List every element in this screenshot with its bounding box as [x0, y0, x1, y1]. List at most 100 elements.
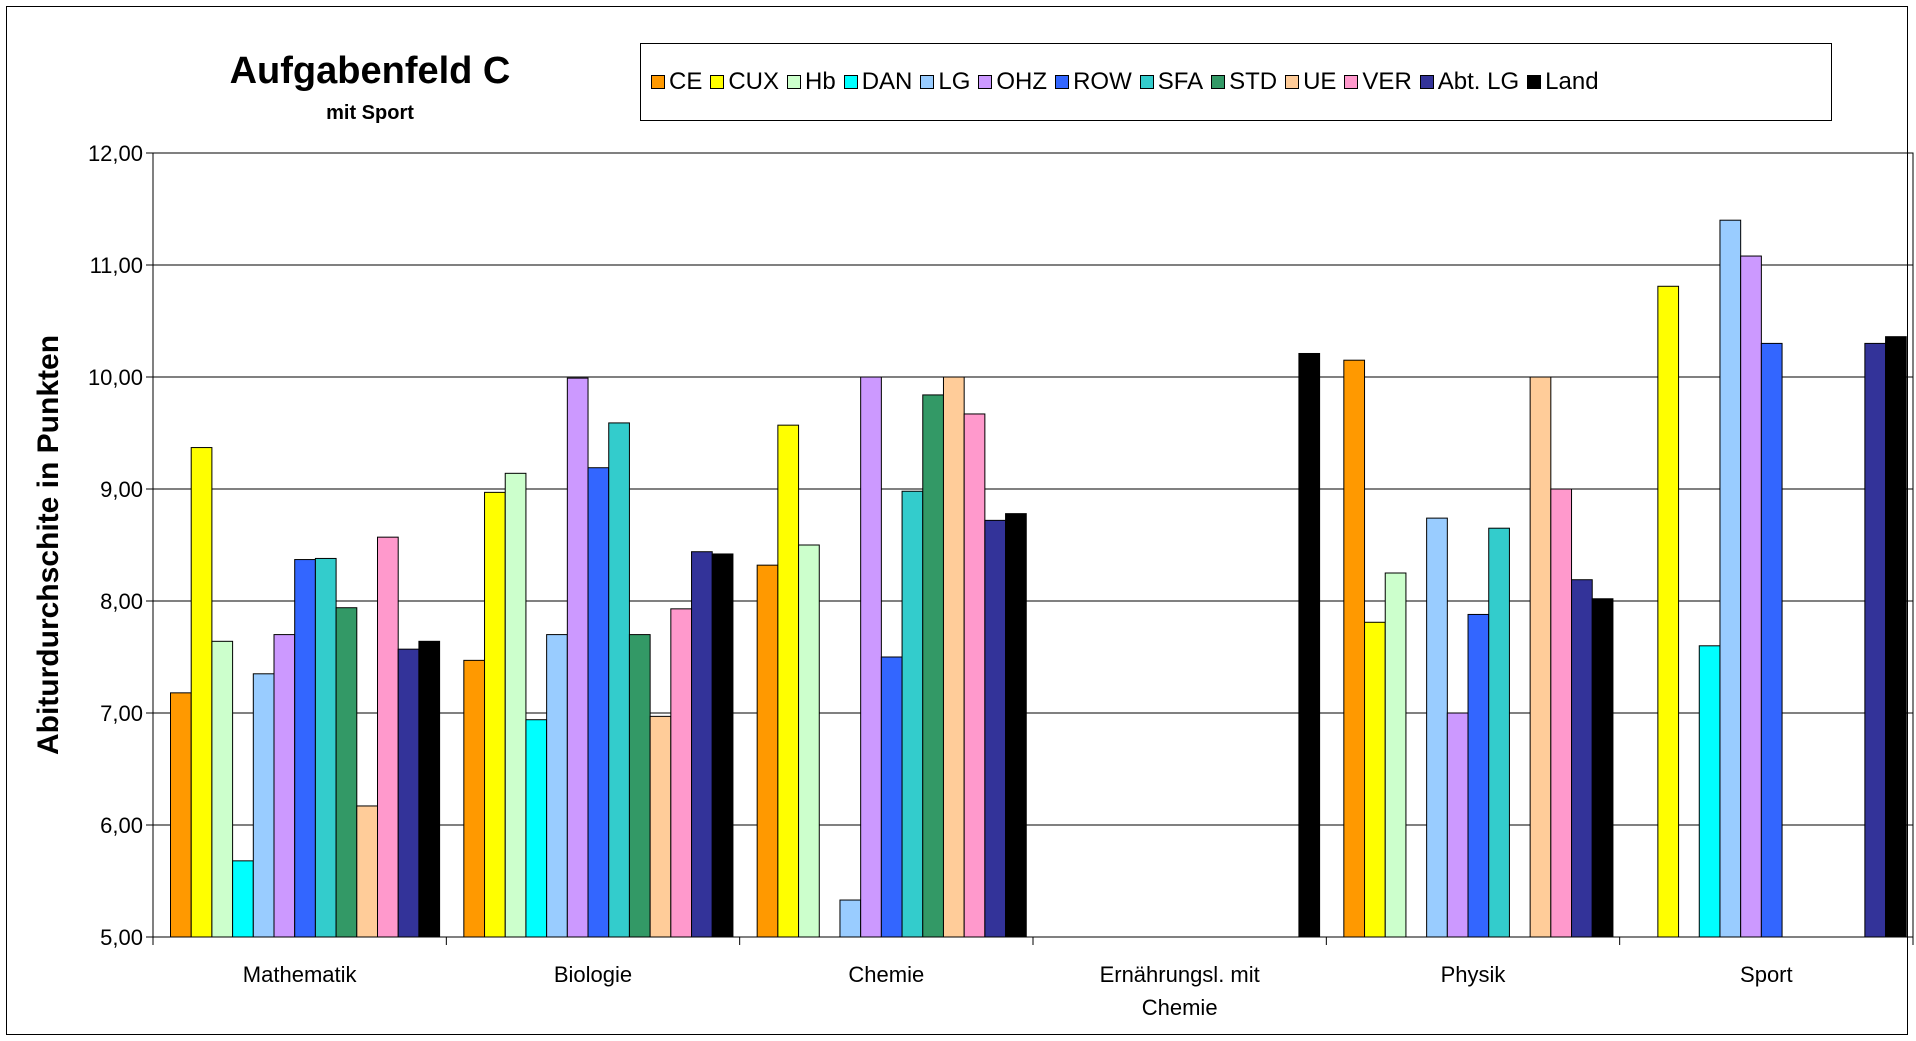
legend-label: OHZ: [996, 68, 1048, 95]
bar-dan-0: [232, 860, 254, 938]
bar-abt-lg-2: [984, 519, 1007, 938]
bar-cux-4: [1364, 621, 1386, 938]
legend-label: LG: [938, 68, 971, 95]
bar-row-4: [1467, 613, 1490, 938]
legend-swatch: [1285, 75, 1300, 89]
bar-land-5: [1885, 336, 1907, 938]
legend-item: STD: [1211, 68, 1277, 96]
bar-row-5: [1760, 342, 1783, 938]
legend-swatch: [710, 75, 725, 89]
x-tick-label: Ernährungsl. mit: [1100, 962, 1260, 987]
bar-ue-4: [1529, 376, 1552, 938]
bar-hb-4: [1384, 572, 1407, 938]
legend-item: VER: [1344, 68, 1412, 96]
bar-lg-4: [1426, 517, 1448, 938]
legend-label: Abt. LG: [1437, 68, 1520, 95]
legend-item: LG: [920, 68, 970, 96]
bar-land-4: [1591, 598, 1614, 938]
y-tick-label: 11,00: [90, 253, 143, 278]
legend-item: DAN: [843, 68, 912, 96]
bar-lg-5: [1719, 219, 1742, 938]
legend-item: CE: [651, 68, 702, 96]
bar-ohz-2: [860, 376, 882, 938]
bar-abt-lg-5: [1864, 342, 1887, 938]
legend-swatch: [978, 75, 993, 89]
bar-hb-1: [504, 472, 527, 938]
bar-land-3: [1298, 352, 1321, 938]
legend-swatch: [1139, 75, 1154, 89]
bar-land-0: [418, 640, 441, 938]
chart-frame: [6, 6, 1908, 1035]
bar-ce-0: [170, 692, 192, 938]
bar-cux-2: [777, 424, 800, 938]
legend-swatch: [843, 75, 858, 89]
x-tick-label: Biologie: [554, 962, 632, 987]
legend-label: CUX: [728, 68, 780, 95]
bar-cux-1: [484, 491, 506, 938]
bar-abt-lg-0: [397, 648, 420, 938]
legend-item: CUX: [710, 68, 779, 96]
bar-dan-5: [1698, 645, 1721, 938]
bar-ver-1: [670, 608, 693, 938]
bar-hb-2: [798, 544, 820, 938]
y-tick-label: 6,00: [100, 813, 143, 838]
x-tick-label: Mathematik: [243, 962, 358, 987]
bar-ue-1: [649, 715, 672, 938]
bar-hb-0: [211, 640, 234, 938]
legend-swatch: [651, 75, 665, 89]
bar-land-1: [711, 553, 734, 938]
bar-ver-4: [1550, 488, 1573, 938]
bar-sfa-4: [1488, 527, 1510, 938]
legend-label: VER: [1362, 68, 1412, 95]
bar-ue-2: [942, 376, 965, 938]
bar-row-0: [294, 559, 316, 938]
bar-std-1: [628, 634, 651, 938]
chart-title: Aufgabenfeld C: [229, 50, 511, 92]
chart-legend: CE CUX Hb DAN LG OHZ ROW SFA STD UE VER Abt. LG Land: [640, 43, 1832, 121]
bar-lg-0: [252, 673, 275, 938]
legend-swatch: [1055, 75, 1070, 89]
bar-ce-1: [463, 659, 486, 938]
legend-swatch: [1419, 75, 1434, 89]
legend-item: UE: [1285, 68, 1336, 96]
legend-swatch: [920, 75, 935, 89]
bar-abt-lg-1: [691, 551, 713, 938]
legend-label: SFA: [1157, 68, 1204, 95]
bar-cux-0: [190, 447, 213, 938]
bar-ohz-4: [1446, 712, 1469, 938]
bar-ce-2: [756, 564, 779, 938]
bar-lg-1: [546, 634, 568, 938]
legend-item: SFA: [1139, 68, 1204, 96]
legend-label: STD: [1229, 68, 1278, 95]
bar-ohz-1: [566, 377, 589, 938]
legend-swatch: [787, 75, 802, 89]
legend-label: Land: [1545, 68, 1599, 95]
bar-land-2: [1005, 513, 1027, 938]
bar-ver-2: [963, 413, 986, 938]
x-tick-label: Physik: [1441, 962, 1507, 987]
legend-label: CE: [669, 68, 703, 95]
y-tick-label: 12,00: [88, 141, 143, 166]
bar-ver-0: [377, 536, 399, 938]
y-tick-label: 9,00: [100, 477, 143, 502]
y-tick-label: 8,00: [100, 589, 143, 614]
x-tick-label: Chemie: [1142, 995, 1218, 1020]
legend-swatch: [1344, 75, 1359, 89]
bar-row-1: [587, 467, 610, 938]
legend-item: ROW: [1055, 68, 1132, 96]
bar-dan-1: [525, 719, 548, 938]
legend-label: Hb: [805, 68, 836, 95]
bar-cux-5: [1657, 285, 1680, 938]
legend-item: Abt. LG: [1419, 68, 1520, 96]
bar-std-0: [335, 607, 358, 938]
bar-ohz-0: [273, 634, 296, 938]
y-tick-label: 7,00: [100, 701, 143, 726]
bar-sfa-1: [608, 422, 630, 938]
bar-ce-4: [1343, 359, 1366, 938]
bar-lg-2: [839, 899, 862, 938]
bar-abt-lg-4: [1571, 579, 1593, 938]
bar-ohz-5: [1740, 255, 1762, 938]
bar-row-2: [880, 656, 903, 938]
legend-item: Land: [1527, 68, 1599, 96]
